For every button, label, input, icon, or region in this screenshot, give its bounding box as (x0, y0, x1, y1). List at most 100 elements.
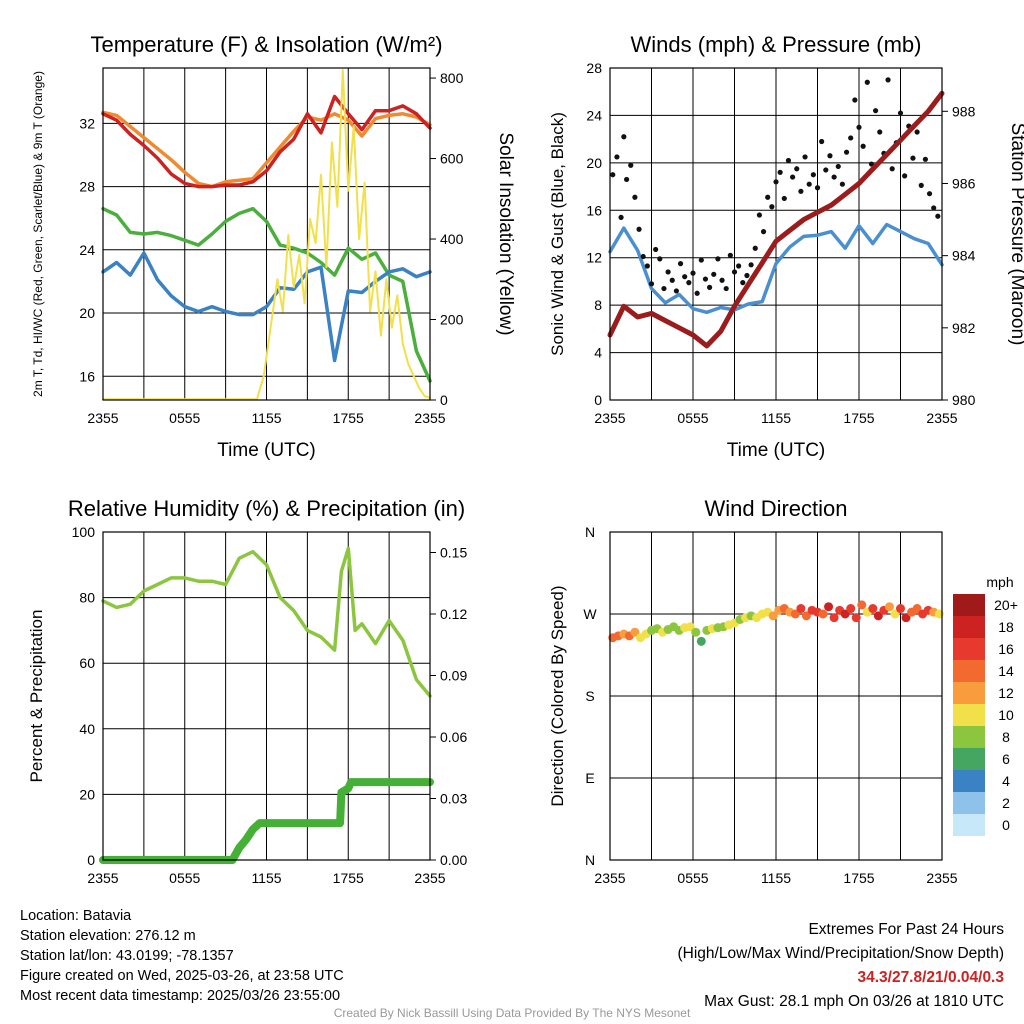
panel-1-y2tick-2: 400 (440, 231, 464, 247)
panel-2-xlabel: Time (UTC) (727, 440, 826, 461)
gust-point (877, 129, 883, 135)
colorbar-label-2: 16 (998, 641, 1014, 657)
colorbar-swatch (953, 748, 985, 770)
panel-3-series-1 (99, 778, 434, 864)
panel-3-ytick-2: 40 (79, 721, 95, 737)
gust-point (690, 270, 696, 276)
gust-point (868, 161, 875, 167)
panel-1-grid (102, 68, 436, 401)
direction-point (901, 613, 911, 623)
gust-point (752, 245, 758, 251)
gust-point (686, 280, 692, 286)
panel-4-xtick-3: 1755 (843, 870, 874, 886)
panel-4-ytick-3: W (583, 606, 597, 622)
gust-point (794, 166, 800, 172)
gust-point (760, 229, 767, 235)
gust-point (677, 261, 684, 267)
gust-point (827, 153, 833, 159)
panel-1-ytick-4: 32 (79, 115, 95, 131)
gust-point (723, 285, 729, 292)
panel-3-y2tick-4: 0.12 (440, 606, 467, 622)
gust-point (914, 129, 920, 135)
gust-point (648, 281, 655, 287)
panel-3-y2tick-2: 0.06 (440, 729, 467, 745)
panel-3-title: Relative Humidity (%) & Precipitation (i… (68, 496, 465, 521)
gust-point (632, 194, 638, 200)
colorbar-label-1: 18 (998, 619, 1014, 635)
gust-point (823, 167, 829, 173)
panel-1-y2tick-3: 600 (440, 151, 464, 167)
gust-point (707, 284, 713, 290)
gust-point (910, 155, 916, 161)
gust-point (777, 169, 783, 175)
panel-2-ytick-2: 8 (594, 297, 602, 313)
direction-point (868, 604, 878, 614)
panel-4-xtick-1: 0555 (677, 870, 708, 886)
direction-point (801, 611, 811, 621)
direction-point (696, 636, 706, 646)
panel-3-ytick-0: 0 (87, 852, 95, 868)
gust-point (852, 97, 858, 103)
panel-2-y2tick-1: 982 (952, 320, 976, 336)
panel-1-xtick-3: 1755 (333, 410, 364, 426)
credit-line: Created By Nick Bassill Using Data Provi… (333, 1006, 691, 1020)
colorbar-label-7: 6 (1002, 751, 1010, 767)
panel-2-grid (609, 67, 948, 401)
direction-point (873, 611, 883, 621)
recent-timestamp: Most recent data timestamp: 2025/03/26 2… (20, 988, 341, 1004)
panel-3-ytick-4: 80 (79, 590, 95, 606)
panel-3-y2tick-5: 0.15 (440, 545, 467, 561)
panel-3-grid (102, 531, 436, 861)
panel-2-y2tick-2: 984 (952, 248, 976, 264)
panel-2-ytick-7: 28 (586, 60, 602, 76)
colorbar-label-3: 14 (998, 663, 1014, 679)
gust-point (814, 185, 821, 191)
panel-1-frame (102, 67, 431, 401)
panel-1-ytick-2: 24 (79, 242, 95, 258)
colorbar-swatch (953, 660, 985, 682)
colorbar-title: mph (986, 574, 1013, 590)
gust-point (694, 290, 700, 296)
gust-point (897, 110, 904, 116)
gust-point (661, 285, 667, 292)
panel-3-ytick-3: 60 (79, 655, 95, 671)
panel-3-xtick-1: 0555 (169, 870, 200, 886)
colorbar-swatch (953, 814, 985, 836)
panel-1-series-0 (101, 110, 432, 189)
direction-point (857, 600, 867, 610)
panel-2-ytick-5: 20 (586, 155, 602, 171)
direction-point (846, 604, 856, 614)
panel-4-xtick-4: 2355 (926, 870, 957, 886)
direction-point (890, 609, 900, 619)
gust-point (831, 174, 837, 180)
gust-point (740, 280, 746, 286)
panel-4-xtick-2: 1155 (761, 870, 791, 886)
gust-point (610, 172, 616, 178)
gust-point (918, 182, 924, 188)
station-info: Location: Batavia Station elevation: 276… (20, 906, 344, 1006)
gust-point (628, 162, 634, 168)
direction-point (896, 604, 905, 614)
gust-point (719, 277, 725, 283)
panel-1-ytick-0: 16 (79, 368, 95, 384)
panel-1-xtick-1: 0555 (169, 410, 200, 426)
panel-3-ytick-1: 20 (79, 786, 95, 802)
gust-point (848, 135, 854, 141)
colorbar-label-4: 12 (998, 685, 1014, 701)
panel-1-title: Temperature (F) & Insolation (W/m²) (90, 32, 442, 57)
panel-2-series-0 (608, 222, 944, 315)
gust-point (653, 246, 659, 253)
panel-4-ylabel: Direction (Colored By Speed) (548, 585, 567, 806)
colorbar-label-9: 2 (1002, 795, 1010, 811)
gust-point (790, 174, 796, 180)
panel-4-ytick-0: N (585, 852, 595, 868)
panel-3-xtick-3: 1755 (333, 870, 364, 886)
gust-point (769, 204, 775, 210)
gust-point (682, 274, 688, 280)
colorbar-swatch (953, 682, 985, 704)
gust-point (856, 124, 862, 130)
direction-point (796, 604, 806, 614)
panel-1-ytick-3: 28 (79, 179, 95, 195)
panel-2-xtick-1: 0555 (677, 410, 708, 426)
gust-point (935, 213, 941, 219)
